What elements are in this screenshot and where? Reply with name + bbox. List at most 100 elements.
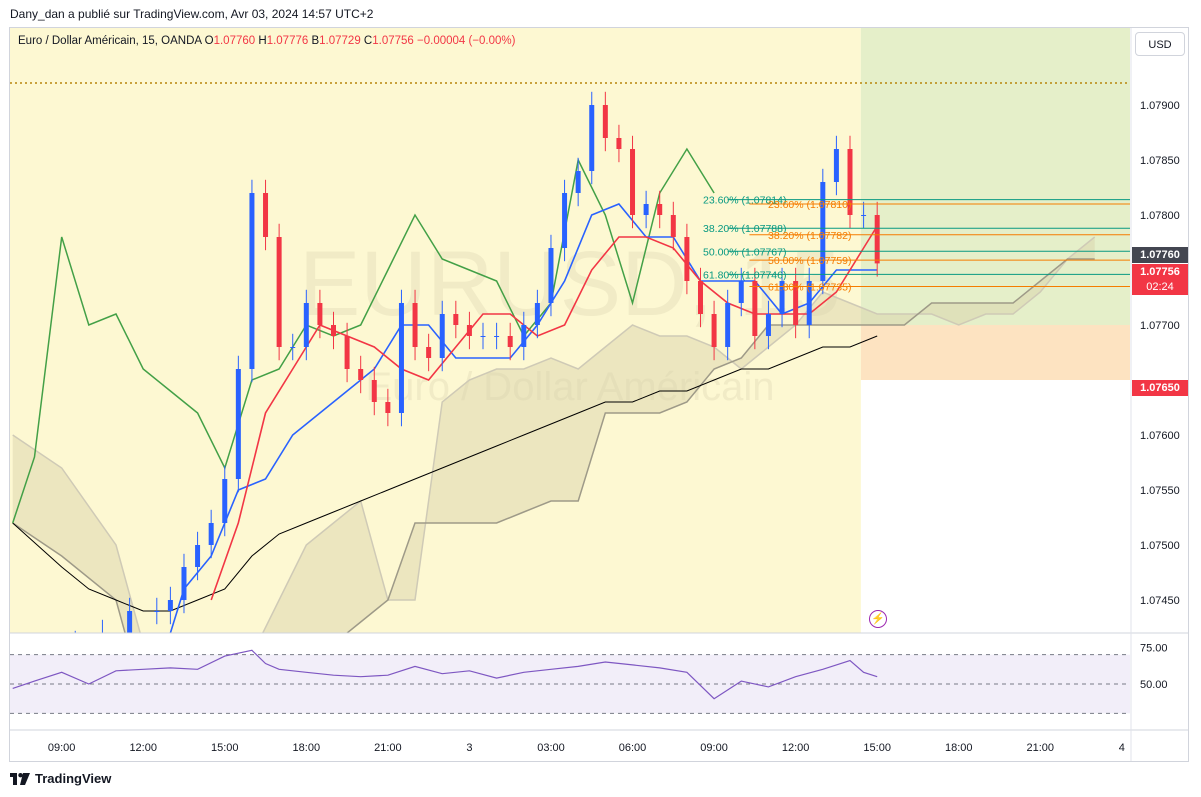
candle-body — [643, 204, 649, 215]
base-line — [210, 225, 878, 601]
candle-body — [602, 105, 608, 138]
ichimoku-cloud — [12, 237, 1095, 633]
candle-body — [494, 336, 500, 337]
candle-body — [426, 347, 432, 358]
time-axis-label: 03:00 — [537, 742, 565, 754]
candle-body — [616, 138, 622, 149]
last-price-tag: 1.07756 — [1132, 264, 1188, 280]
rsi-line — [12, 649, 878, 700]
chart-frame — [9, 27, 1189, 762]
legend-symbol: Euro / Dollar Américain, 15, OANDA — [18, 35, 202, 47]
price-axis-label: 1.07800 — [1140, 210, 1180, 222]
candle-body — [276, 237, 282, 347]
candle-body — [330, 325, 336, 336]
legend-low-value: 1.07729 — [319, 35, 361, 47]
ohlc-legend: Euro / Dollar Américain, 15, OANDA O1.07… — [18, 35, 515, 47]
candle-body — [562, 193, 568, 248]
candle-body — [466, 325, 472, 336]
stop-price-tag: 1.07650 — [1132, 380, 1188, 396]
session-background — [10, 28, 861, 633]
candle-body — [765, 314, 771, 336]
time-axis-label: 3 — [466, 742, 472, 754]
candle-body — [589, 105, 595, 171]
candle-body — [548, 248, 554, 303]
candle-body — [874, 215, 880, 264]
candle-body — [779, 281, 785, 314]
candle-body — [127, 611, 133, 633]
candle-body — [534, 303, 540, 325]
candle-body — [793, 281, 799, 325]
candle-body — [711, 314, 717, 347]
target-zone — [860, 28, 1130, 325]
current-price-tag: 1.07760 — [1132, 247, 1188, 263]
candle-body — [833, 149, 839, 182]
candle-body — [181, 567, 187, 600]
watermark-symbol: EURUSD, 15 — [299, 233, 841, 335]
candle-body — [725, 303, 731, 347]
time-axis-label: 09:00 — [700, 742, 728, 754]
price-axis-label: 1.07600 — [1140, 430, 1180, 442]
time-axis-label: 09:00 — [48, 742, 76, 754]
candle-body — [398, 303, 404, 413]
currency-button[interactable]: USD — [1135, 32, 1185, 56]
candle-body — [235, 369, 241, 479]
legend-high-value: 1.07776 — [266, 35, 309, 47]
candle-body — [575, 171, 581, 193]
candle-body — [358, 369, 364, 380]
watermark-name: Euro / Dollar Américain — [365, 365, 774, 409]
candle-body — [670, 215, 676, 237]
candle-body — [195, 545, 201, 567]
candle-body — [412, 303, 418, 347]
time-axis-label: 18:00 — [293, 742, 321, 754]
candle-body — [697, 281, 703, 314]
legend-change: −0.00004 (−0.00%) — [417, 35, 516, 47]
candle-body — [167, 600, 173, 611]
fib-green-label: 50.00% (1.07767) — [703, 246, 786, 258]
legend-high-label: H — [258, 35, 267, 47]
time-axis-label: 15:00 — [211, 742, 239, 754]
candle-body — [453, 314, 459, 325]
fib-orange-label: 38.20% (1.07782) — [768, 230, 851, 242]
price-axis-label: 1.07700 — [1140, 320, 1180, 332]
rsi-axis-label: 75.00 — [1140, 642, 1168, 654]
legend-open-label: O — [204, 35, 214, 47]
candle-body — [290, 347, 296, 348]
publisher-line: Dany_dan a publié sur TradingView.com, A… — [10, 7, 374, 21]
legend-close-value: 1.07756 — [372, 35, 414, 47]
price-axis-label: 1.07450 — [1140, 595, 1180, 607]
price-axis-label: 1.07900 — [1140, 100, 1180, 112]
time-axis-label: 06:00 — [619, 742, 647, 754]
price-axis-label: 1.07850 — [1140, 155, 1180, 167]
lagging-span — [11, 147, 715, 524]
cloud-span-b — [12, 258, 1095, 633]
price-axis-label: 1.07500 — [1140, 540, 1180, 552]
candle-body — [385, 402, 391, 413]
candle-body — [73, 644, 78, 655]
candle-body — [861, 215, 867, 216]
time-axis-label: 21:00 — [374, 742, 402, 754]
candle-body — [317, 303, 323, 325]
candle-body — [154, 611, 160, 612]
candle-body — [507, 336, 513, 347]
candle-body — [738, 281, 744, 303]
candle-body — [657, 204, 663, 215]
candle-body — [521, 325, 527, 347]
candle-body — [684, 237, 690, 281]
candle-body — [222, 479, 228, 523]
time-axis-label: 4 — [1119, 742, 1125, 754]
tradingview-icon — [10, 772, 30, 785]
tradingview-logo[interactable]: TradingView — [10, 771, 111, 786]
candle-body — [249, 193, 255, 369]
ema-line — [12, 335, 878, 612]
candle-body — [263, 193, 269, 237]
legend-open-value: 1.07760 — [213, 35, 256, 47]
cloud-span-a — [12, 236, 1096, 633]
candle-body — [806, 281, 812, 325]
fib-orange-label: 61.80% (1.07735) — [768, 282, 851, 294]
fib-green-label: 61.80% (1.07746) — [703, 269, 786, 281]
time-axis-label: 15:00 — [863, 742, 891, 754]
bolt-icon[interactable]: ⚡ — [869, 610, 887, 628]
time-axis-label: 12:00 — [782, 742, 810, 754]
candle-body — [344, 336, 350, 369]
